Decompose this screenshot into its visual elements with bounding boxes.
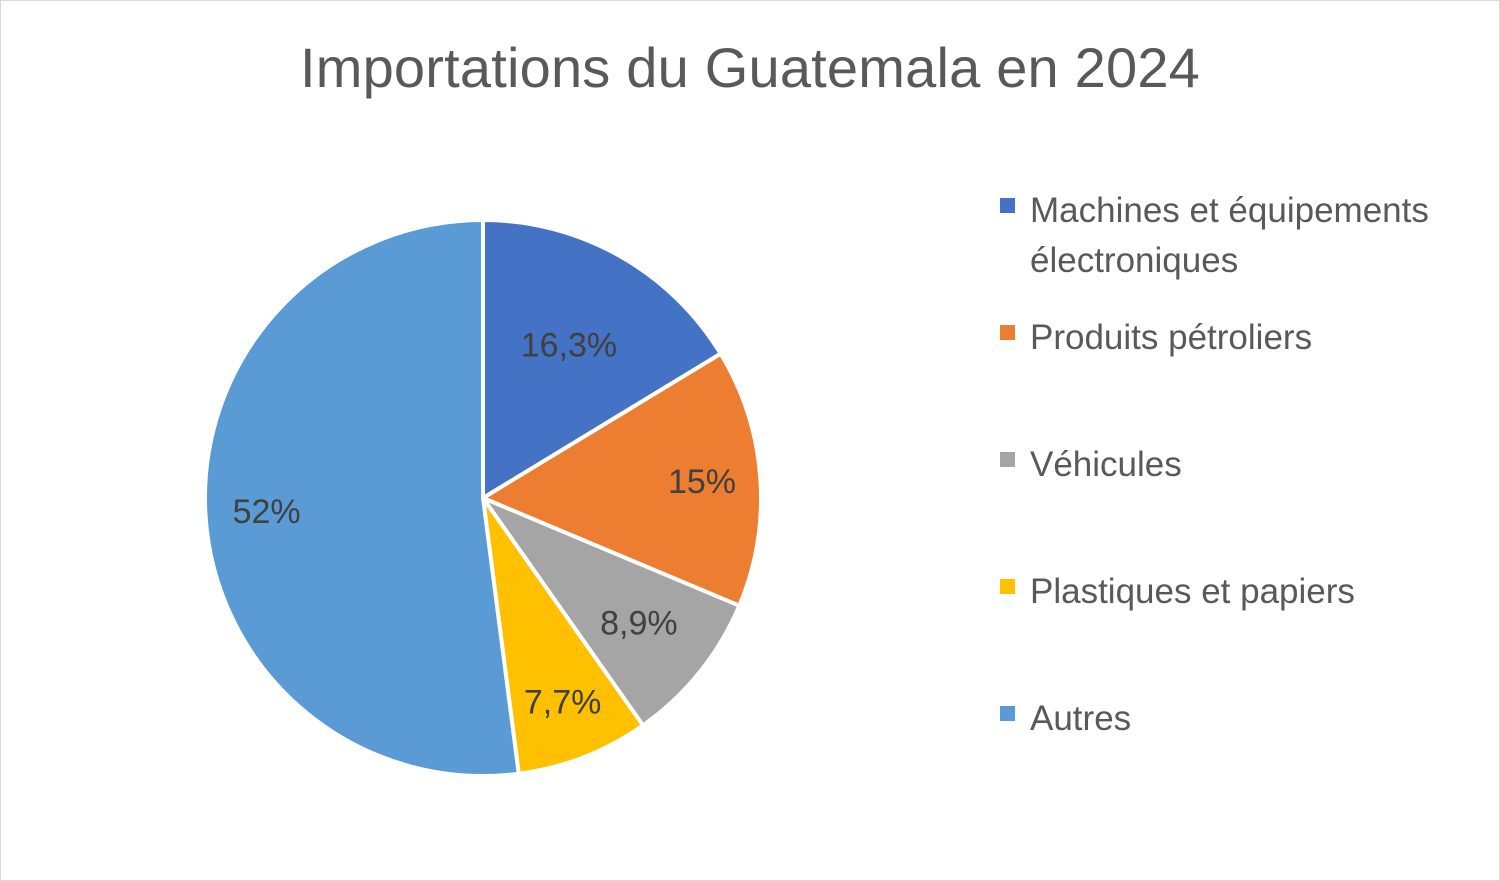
data-label-autres: 52% xyxy=(233,493,301,531)
pie-slice-vehicules xyxy=(481,496,742,728)
data-label-machines: 16,3% xyxy=(521,326,617,364)
pie-slice-autres xyxy=(203,218,521,778)
data-label-produits-petroliers: 15% xyxy=(668,463,736,501)
data-label-plastiques: 7,7% xyxy=(524,684,602,722)
data-label-vehicules: 8,9% xyxy=(600,605,678,643)
pie-slice-plastiques xyxy=(481,496,645,776)
pie-slice-produits-petroliers xyxy=(481,351,764,608)
pie-slice-machines xyxy=(481,218,723,500)
chart-title: Importations du Guatemala en 2024 xyxy=(299,36,1201,99)
